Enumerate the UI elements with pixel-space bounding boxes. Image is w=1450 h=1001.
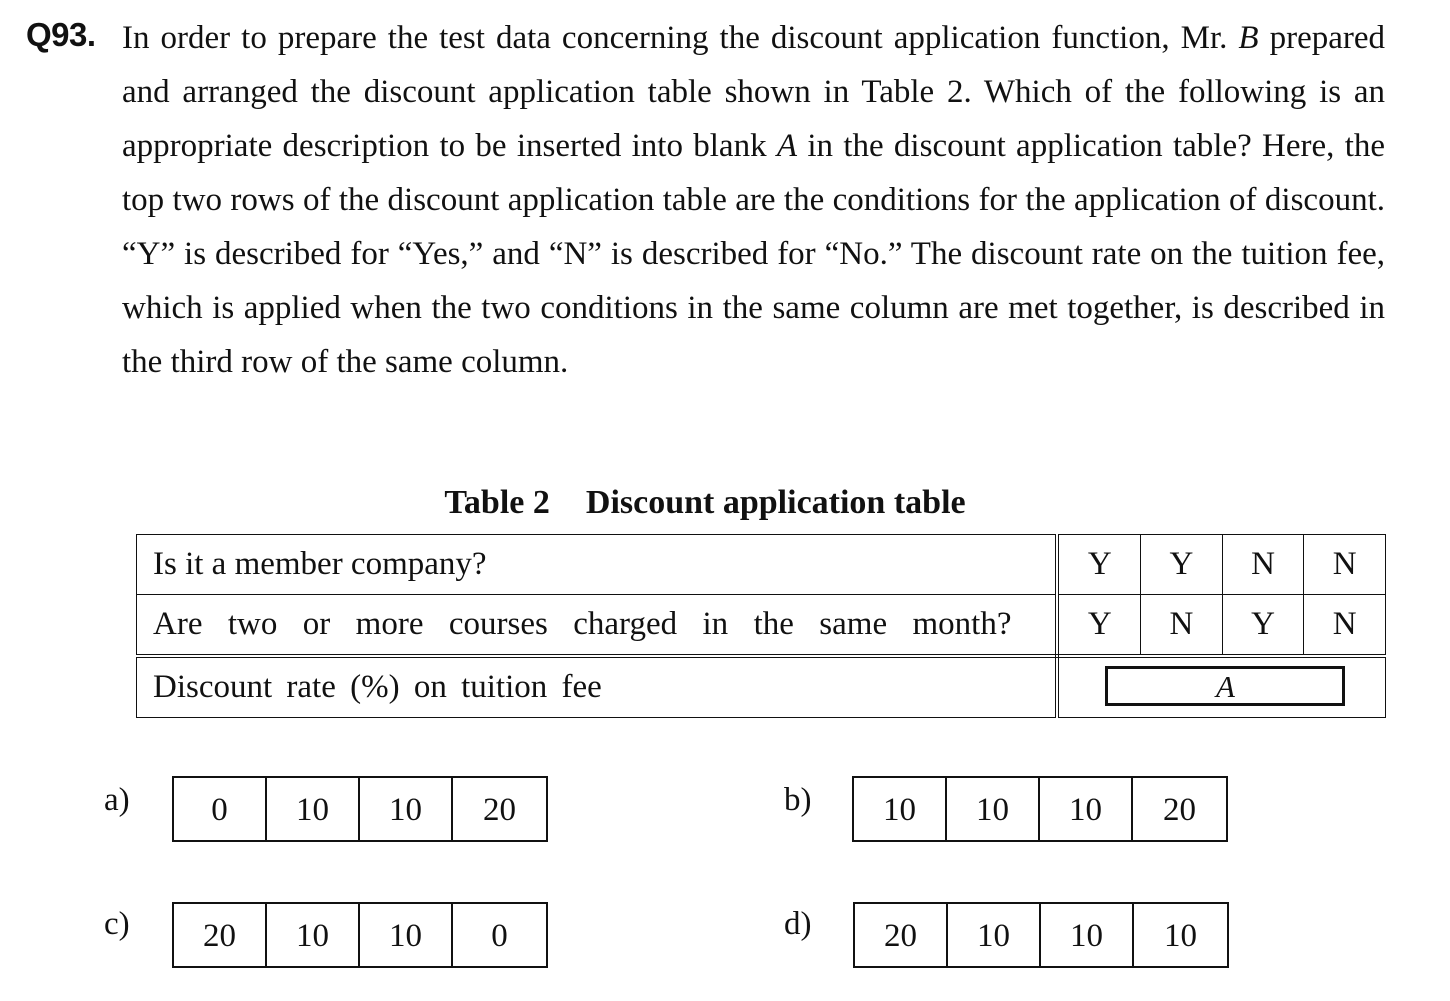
option-c[interactable]: 20 10 10 0 [172,902,548,968]
result-discount-rate: Discount rate (%) on tuition fee [136,655,1060,718]
table-row: Are two or more courses charged in the s… [136,594,1386,658]
option-cell: 10 [267,778,360,840]
table-cell: Y [1221,594,1305,658]
question-text-part1: In order to prepare the test data concer… [122,20,1228,56]
condition-member-company: Is it a member company? [136,534,1060,595]
option-cell: 10 [947,778,1040,840]
option-b-label: b) [784,782,812,818]
option-cell: 10 [1040,778,1133,840]
option-cell: 10 [948,904,1041,966]
question-text-part2: prepared and arranged the discount appli… [122,20,1386,164]
option-d-label: d) [784,906,812,942]
blank-reference: A [776,128,798,164]
option-cell: 20 [174,904,267,966]
question-text-part3: in the discount application table? Here,… [122,128,1386,380]
question-text: In order to prepare the test data concer… [122,11,1385,389]
discount-application-table: Is it a member company? Y Y N N Are two … [136,534,1387,718]
question-number: Q93. [26,16,96,53]
option-c-label: c) [104,906,130,942]
table-cell: N [1303,534,1386,595]
condition-two-courses: Are two or more courses charged in the s… [136,594,1060,658]
option-a[interactable]: 0 10 10 20 [172,776,548,842]
table-cell: N [1303,594,1386,658]
table-caption: Table 2 Discount application table [0,484,1410,522]
option-cell: 0 [491,917,508,954]
table-cell: N [1221,534,1305,595]
option-cell: 10 [854,778,947,840]
table-cell: Y [1056,594,1142,658]
table-caption-number: Table 2 [444,484,550,521]
option-d[interactable]: 20 10 10 10 [853,902,1229,968]
option-a-label: a) [104,782,130,818]
table-caption-title: Discount application table [585,484,966,521]
option-cell: 10 [360,778,453,840]
table-cell: Y [1056,534,1142,595]
option-cell: 20 [1163,791,1196,828]
option-cell: 10 [1164,917,1197,954]
option-b[interactable]: 10 10 10 20 [852,776,1228,842]
option-cell: 0 [174,778,267,840]
option-cell: 20 [855,904,948,966]
person-name: B [1238,20,1259,56]
table-cell: N [1140,594,1223,658]
option-cell: 10 [267,904,360,966]
table-row: Discount rate (%) on tuition fee A [136,655,1387,718]
option-cell: 20 [483,791,516,828]
option-cell: 10 [360,904,453,966]
blank-a: A [1105,666,1346,706]
table-cell: Y [1140,534,1223,595]
result-cell: A [1056,655,1387,718]
option-cell: 10 [1041,904,1134,966]
table-row: Is it a member company? Y Y N N [136,534,1386,595]
